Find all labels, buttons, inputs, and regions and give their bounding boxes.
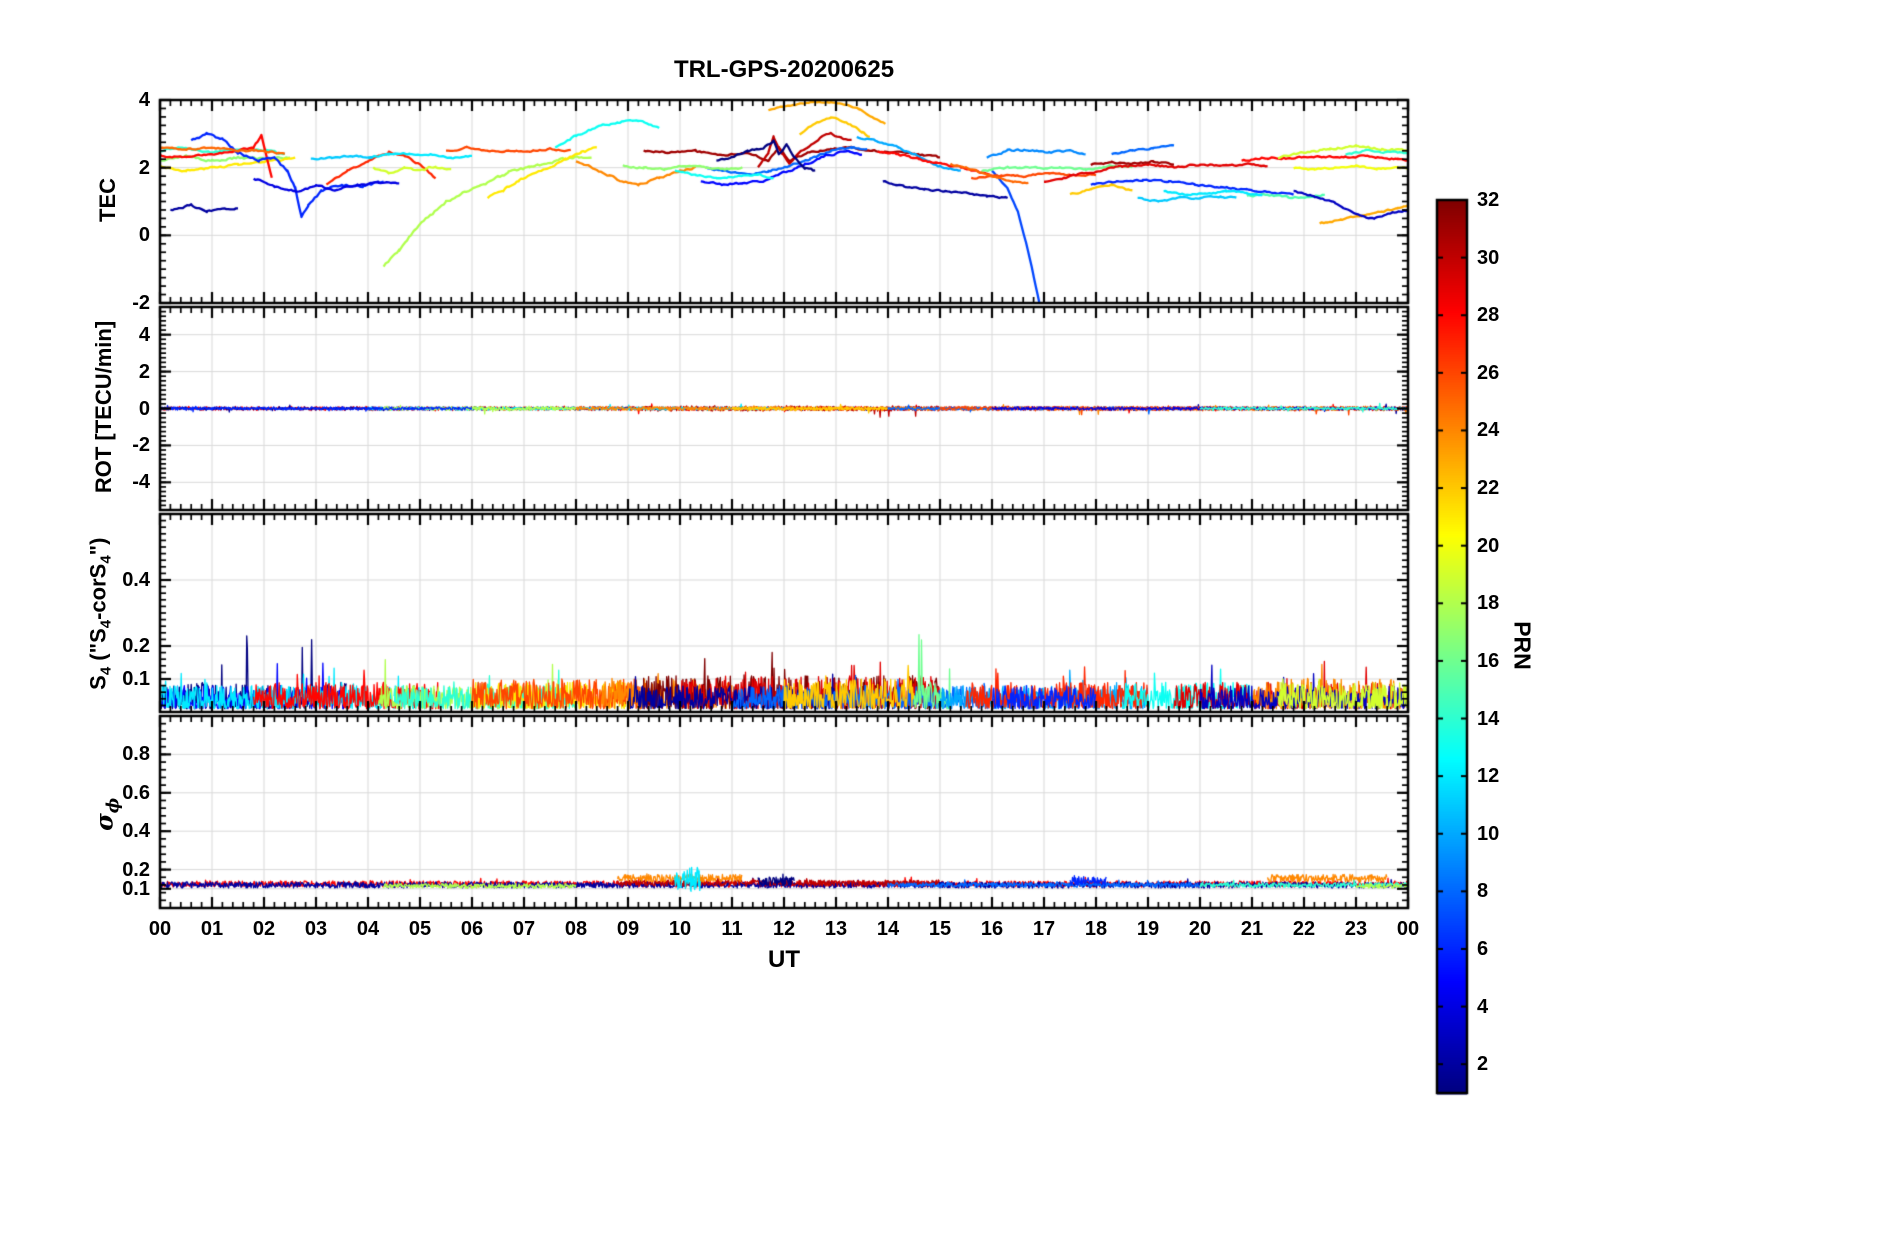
x-tick-label: 13: [824, 918, 848, 940]
y-tick-label: 0.4: [122, 569, 150, 591]
x-tick-label: 10: [668, 918, 692, 940]
colorbar-tick-label: 30: [1477, 246, 1500, 269]
x-tick-label: 07: [512, 918, 536, 940]
y-tick-label: 0.2: [122, 635, 150, 657]
y-tick-label: 4: [138, 89, 150, 111]
ylabel-s4-sub: 4: [97, 555, 115, 564]
y-tick-label: 0: [138, 397, 150, 420]
colorbar-tick-label: 26: [1477, 361, 1500, 384]
colorbar-tick-label: 16: [1477, 649, 1500, 672]
x-tick-label: 06: [460, 918, 484, 940]
x-tick-label: 05: [408, 918, 432, 940]
y-tick-label: 0: [138, 224, 150, 247]
y-tick-label: 0.6: [122, 781, 150, 804]
colorbar-tick-label: 32: [1477, 189, 1500, 211]
y-tick-label: 0.8: [122, 743, 150, 766]
chart-title: TRL-GPS-20200625: [673, 56, 895, 83]
x-tick-label: 18: [1084, 918, 1108, 940]
x-tick-label: 00: [148, 918, 172, 940]
colorbar-tick-label: 22: [1477, 477, 1500, 500]
ylabel-s4-part: "): [85, 537, 111, 556]
x-tick-label: 08: [564, 918, 588, 940]
x-tick-label: 17: [1032, 918, 1056, 940]
colorbar-tick-label: 28: [1477, 304, 1500, 327]
xlabel-ut: UT: [768, 946, 800, 973]
x-tick-label: 04: [356, 918, 380, 940]
x-tick-label: 22: [1292, 918, 1316, 940]
x-tick-label: 16: [980, 918, 1004, 940]
colorbar-tick-label: 20: [1477, 534, 1500, 557]
x-tick-label: 20: [1188, 918, 1212, 940]
colorbar-tick-label: 10: [1477, 822, 1500, 845]
colorbar-tick-label: 18: [1477, 592, 1500, 615]
x-tick-label: 02: [252, 918, 276, 940]
y-tick-label: 0.1: [122, 877, 150, 900]
y-tick-label: -2: [132, 434, 150, 457]
y-tick-label: 0.4: [122, 820, 150, 843]
ylabel-sigma-phi: σϕ: [90, 664, 123, 964]
y-tick-label: -4: [132, 471, 150, 494]
x-tick-label: 11: [721, 918, 743, 940]
colorbar-tick-label: 12: [1477, 765, 1500, 788]
y-tick-label: 2: [138, 360, 150, 383]
y-tick-label: 2: [138, 156, 150, 179]
y-tick-label: 0.2: [122, 858, 150, 881]
x-tick-label: 21: [1240, 918, 1264, 940]
x-tick-label: 23: [1344, 918, 1368, 940]
x-tick-label: 15: [928, 918, 952, 940]
x-tick-label: 09: [616, 918, 640, 940]
x-tick-label: 14: [876, 918, 900, 940]
y-tick-label: 4: [138, 323, 150, 346]
x-tick-label: 01: [200, 918, 224, 940]
x-tick-label: 03: [304, 918, 328, 940]
colorbar-tick-label: 14: [1477, 707, 1500, 730]
x-tick-label: 12: [772, 918, 796, 940]
colorbar-tick-label: 24: [1477, 419, 1500, 442]
ylabel-s4-sub: 4: [97, 619, 115, 629]
x-tick-label: 19: [1136, 918, 1160, 940]
y-tick-label: 0.1: [122, 668, 150, 690]
y-tick-label: -2: [132, 292, 150, 314]
x-tick-label: 00: [1396, 918, 1420, 940]
colorbar-tick-label: 6: [1477, 937, 1489, 960]
colorbar-tick-label: 8: [1477, 880, 1489, 903]
colorbar-tick-label: 2: [1477, 1053, 1489, 1076]
colorbar-tick-label: 4: [1477, 995, 1489, 1018]
